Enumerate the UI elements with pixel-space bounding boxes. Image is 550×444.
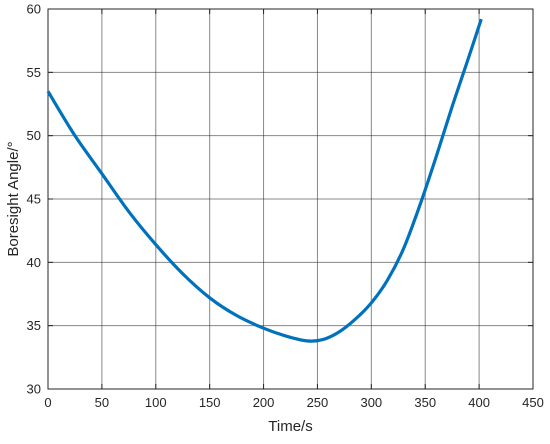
x-tick-label: 0	[44, 395, 51, 410]
y-tick-labels: 30 35 40 45 50 55 60	[27, 2, 41, 397]
x-tick-label: 300	[360, 395, 382, 410]
y-tick-label: 60	[27, 2, 41, 17]
x-tick-label: 200	[253, 395, 275, 410]
x-axis-label: Time/s	[268, 418, 312, 435]
x-tick-label: 50	[95, 395, 109, 410]
series-line-0	[46, 18, 483, 343]
y-tick-label: 40	[27, 255, 41, 270]
y-tick-label: 55	[27, 65, 41, 80]
grid-lines	[48, 9, 533, 389]
x-tick-label: 150	[199, 395, 221, 410]
series-layer	[46, 18, 483, 343]
x-tick-label: 400	[468, 395, 490, 410]
x-tick-label: 250	[307, 395, 329, 410]
axis-ticks	[47, 8, 534, 390]
y-tick-label: 50	[27, 128, 41, 143]
y-tick-label: 35	[27, 318, 41, 333]
y-axis-label: Boresight Angle/°	[5, 141, 22, 256]
x-tick-labels: 0 50 100 150 200 250 300 350 400 450	[44, 395, 543, 410]
y-tick-label: 30	[27, 382, 41, 397]
x-tick-label: 450	[522, 395, 544, 410]
x-tick-label: 100	[145, 395, 167, 410]
y-tick-label: 45	[27, 192, 41, 207]
x-tick-label: 350	[414, 395, 436, 410]
